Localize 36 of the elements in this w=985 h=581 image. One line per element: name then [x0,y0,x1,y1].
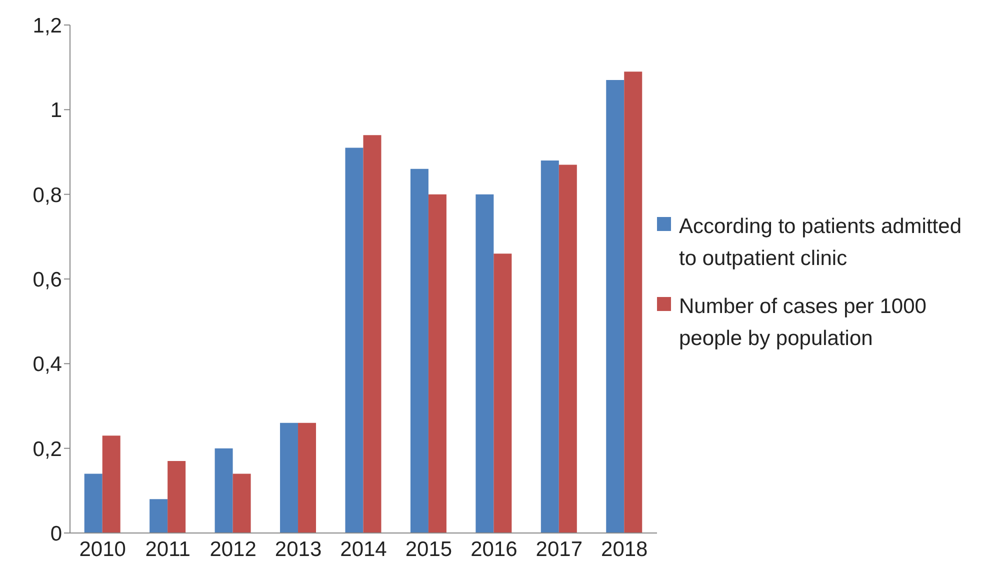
bar [150,499,168,533]
bar [624,72,642,533]
bar [84,474,102,533]
bar [428,194,446,533]
bar [410,168,428,533]
x-tick-label: 2013 [274,538,322,561]
x-tick-label: 2017 [536,538,583,561]
bar [476,194,494,533]
y-tick-label: 0,2 [32,438,62,461]
bar [363,135,382,533]
bar [540,160,559,533]
bar [558,164,577,533]
x-tick-label: 2010 [79,538,126,561]
y-tick-label: 0 [50,522,62,546]
x-tick-label: 2012 [210,538,256,561]
bar [214,448,233,533]
x-tick-label: 2011 [145,538,190,561]
bar [168,461,186,533]
legend-label: According to patients admitted to outpatient clinic [679,214,962,272]
y-tick-label: 0,8 [32,184,62,207]
bar [494,254,512,533]
x-tick-label: 2015 [405,538,452,561]
bar [280,422,298,533]
bar [298,422,316,533]
bar [606,80,624,533]
x-tick-label: 2018 [601,538,648,561]
bar [232,474,251,533]
legend-label: Number of cases per 1000 people by population [679,294,928,352]
y-tick-label: 1 [50,99,62,122]
x-tick-label: 2014 [340,538,388,561]
y-tick-label: 0,6 [32,268,62,292]
y-tick-label: 1,2 [32,14,62,38]
bar [345,148,364,533]
x-tick-label: 2016 [470,538,518,561]
bar [102,436,120,533]
y-tick-label: 0,4 [32,353,62,376]
